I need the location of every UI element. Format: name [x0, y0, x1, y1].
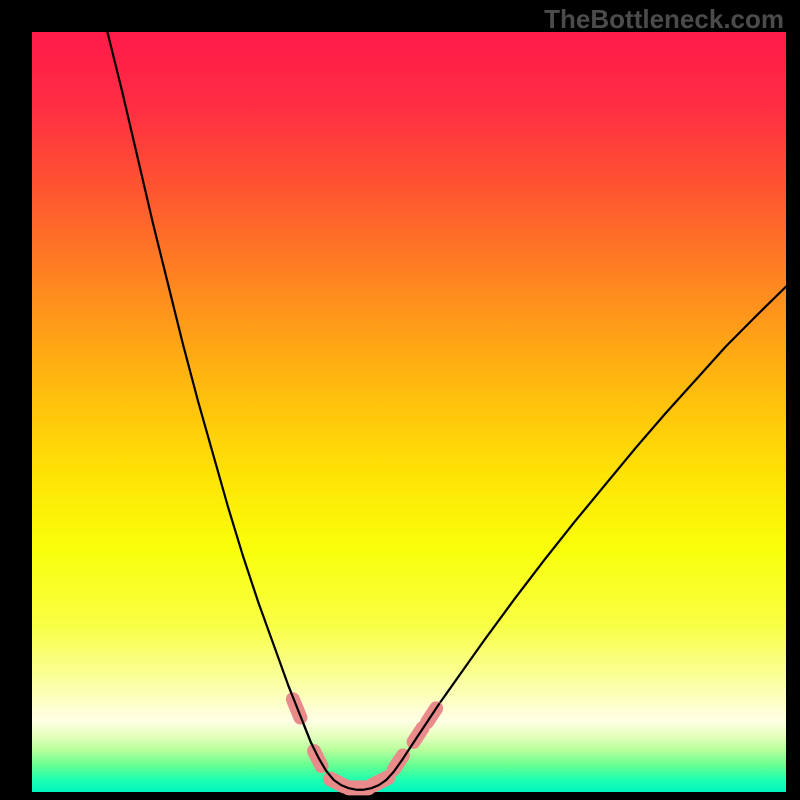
- chart-stage: TheBottleneck.com: [0, 0, 800, 800]
- plot-area: [32, 32, 786, 792]
- watermark-text: TheBottleneck.com: [544, 4, 784, 35]
